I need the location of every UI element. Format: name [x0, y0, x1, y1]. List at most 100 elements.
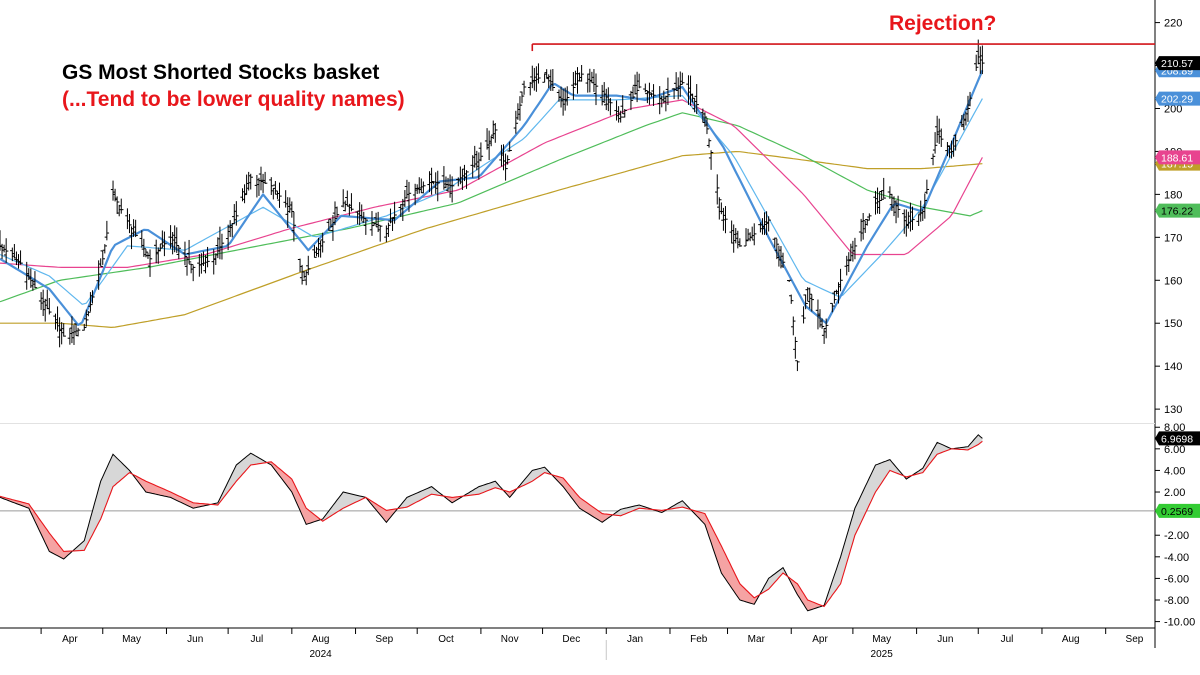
osc-y-tick-label: -8.00 [1164, 595, 1189, 607]
ohlc-bar [577, 72, 582, 82]
osc-fill-below [131, 473, 210, 509]
ohlc-bar [632, 74, 638, 95]
ohlc-bar [591, 69, 597, 92]
ohlc-bar [772, 237, 777, 248]
ohlc-bar [803, 294, 808, 310]
x-tick-label: Oct [438, 634, 454, 645]
osc-fill-above [396, 486, 442, 510]
ohlc-bar [110, 180, 116, 201]
ohlc-bar [334, 206, 340, 218]
ohlc-bar [145, 252, 151, 259]
ohlc-bar [780, 252, 786, 268]
x-tick-label: Apr [812, 634, 828, 645]
ohlc-bar [227, 220, 233, 237]
osc-fill-above [822, 459, 903, 607]
ohlc-bar [326, 219, 332, 231]
x-tick-label: Aug [312, 634, 330, 645]
price-y-tick-label: 180 [1164, 189, 1182, 201]
ohlc-bar [244, 174, 249, 196]
x-tick-label: Apr [62, 634, 78, 645]
ohlc-bar [550, 69, 556, 91]
ohlc-bar [133, 219, 138, 238]
value-label-text: 202.29 [1161, 94, 1193, 106]
ohlc-bar [254, 174, 260, 198]
value-label-text: 210.57 [1161, 58, 1193, 70]
ohlc-bar [258, 166, 264, 191]
ohlc-bar [651, 84, 656, 106]
ohlc-bar [449, 176, 455, 203]
x-tick-label: Feb [690, 634, 708, 645]
ohlc-bar [419, 178, 424, 193]
ohlc-bar [304, 270, 309, 286]
ohlc-bar [82, 323, 87, 331]
ma-medium-line [0, 95, 983, 305]
ohlc-bar [766, 216, 771, 232]
ohlc-bar [96, 260, 101, 290]
ohlc-bar [515, 103, 521, 120]
ohlc-bar [965, 95, 971, 122]
ohlc-bar [517, 96, 523, 121]
ohlc-bar [704, 118, 710, 135]
ohlc-bar [863, 220, 868, 233]
ohlc-bar [708, 150, 714, 170]
ohlc-bar [299, 264, 305, 285]
ohlc-bar [922, 193, 928, 219]
ohlc-bar [234, 201, 239, 226]
ohlc-bar [32, 271, 38, 289]
ohlc-bar [930, 153, 936, 166]
ohlc-bar [832, 290, 837, 304]
osc-fill-above [612, 505, 652, 516]
ohlc-bar [953, 134, 958, 151]
ohlc-bar [289, 201, 295, 218]
ohlc-bar [61, 323, 66, 337]
ohlc-bar [536, 63, 541, 84]
ohlc-bar [571, 72, 576, 100]
ohlc-bar [717, 197, 722, 220]
ohlc-bar [478, 142, 484, 162]
osc-fill-above [71, 454, 132, 552]
ohlc-bar [114, 196, 120, 214]
x-tick-label: Mar [748, 634, 766, 645]
ma-green-value-label: 176.22 [1155, 203, 1200, 218]
price-y-tick-label: 140 [1164, 361, 1182, 373]
ohlc-bar [53, 313, 58, 330]
ohlc-bar [314, 246, 319, 257]
ohlc-bar [141, 238, 147, 257]
ohlc-bar [205, 246, 210, 268]
ohlc-bar [262, 171, 268, 184]
ohlc-bar [636, 73, 642, 89]
x-tick-label: Aug [1062, 634, 1080, 645]
ohlc-bar [821, 328, 827, 344]
ohlc-bar [715, 174, 720, 205]
ohlc-bar [980, 45, 985, 75]
ohlc-bar [895, 195, 901, 218]
ohlc-bar [793, 336, 798, 359]
x-tick-label: Jul [1001, 634, 1014, 645]
ohlc-bar [735, 230, 741, 249]
last-price-label: 210.57 [1155, 56, 1200, 70]
ohlc-bar [174, 227, 179, 253]
ohlc-bar [246, 171, 251, 191]
ohlc-bar [404, 179, 410, 199]
ohlc-bar [834, 289, 839, 295]
x-tick-label: May [872, 634, 891, 645]
ohlc-bar [291, 211, 297, 242]
osc-fill-below [550, 473, 613, 523]
ohlc-bar [858, 218, 864, 242]
osc-fill-above [758, 567, 788, 597]
value-label-text: 176.22 [1161, 206, 1193, 218]
value-label-box [1155, 91, 1200, 106]
osc-y-tick-label: -6.00 [1164, 573, 1189, 585]
ohlc-bar [47, 297, 52, 315]
chart-title: GS Most Shorted Stocks basket [62, 61, 380, 84]
price-y-tick-label: 170 [1164, 232, 1182, 244]
ohlc-bar [618, 110, 623, 123]
ohlc-bar [844, 255, 849, 276]
ohlc-bar [745, 228, 751, 242]
ohlc-bar [493, 123, 498, 143]
price-y-tick-label: 130 [1164, 404, 1182, 416]
x-year-label: 2025 [871, 649, 894, 660]
ohlc-bar [472, 145, 477, 168]
ma-pink-value-label: 188.61 [1155, 150, 1200, 164]
